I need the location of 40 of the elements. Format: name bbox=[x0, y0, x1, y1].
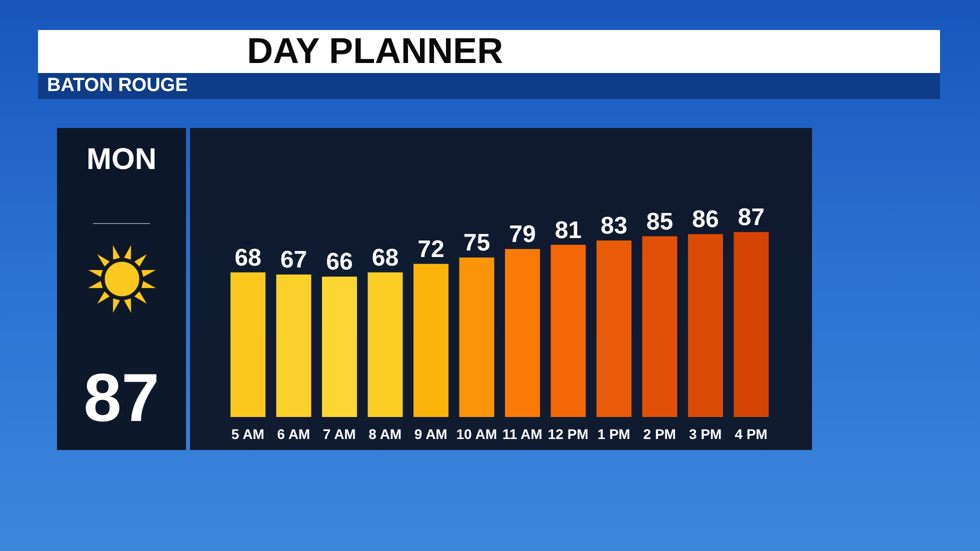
data-label: 72 bbox=[418, 236, 444, 263]
bar bbox=[642, 236, 678, 417]
x-tick-label: 6 AM bbox=[277, 426, 310, 442]
bar bbox=[276, 274, 312, 417]
x-tick-label: 12 PM bbox=[548, 426, 588, 442]
chart-title: DAY PLANNER bbox=[247, 29, 504, 73]
bar bbox=[596, 240, 632, 417]
bar bbox=[413, 264, 448, 417]
data-label: 86 bbox=[692, 206, 719, 234]
data-label: 66 bbox=[326, 248, 353, 276]
data-label: 75 bbox=[463, 230, 490, 257]
x-tick-label: 3 PM bbox=[689, 426, 722, 442]
bar bbox=[230, 272, 266, 417]
bar bbox=[688, 234, 723, 417]
bar bbox=[459, 258, 494, 417]
bar bbox=[368, 272, 403, 417]
data-label: 83 bbox=[600, 212, 628, 240]
data-label: 81 bbox=[554, 216, 582, 244]
data-label: 68 bbox=[372, 244, 399, 272]
x-tick-label: 2 PM bbox=[643, 426, 676, 442]
data-label: 87 bbox=[738, 204, 765, 231]
bar bbox=[322, 276, 357, 417]
x-tick-label: 11 AM bbox=[502, 426, 542, 442]
bar bbox=[734, 232, 769, 417]
data-label: 67 bbox=[280, 246, 308, 274]
chart-subtitle: BATON ROUGE bbox=[47, 75, 188, 97]
data-label: 79 bbox=[509, 221, 536, 248]
data-label: 85 bbox=[646, 208, 674, 236]
text: MON bbox=[86, 143, 158, 177]
x-tick-label: 8 AM bbox=[368, 426, 402, 442]
x-tick-label: 5 AM bbox=[231, 426, 264, 442]
x-tick-label: 10 AM bbox=[456, 426, 497, 442]
x-tick-label: 9 AM bbox=[414, 426, 448, 442]
x-tick-label: 7 AM bbox=[322, 426, 356, 442]
x-tick-label: 4 PM bbox=[734, 426, 768, 442]
bar bbox=[550, 244, 586, 417]
text: 87 bbox=[82, 359, 160, 437]
bar bbox=[504, 249, 540, 417]
data-label: 68 bbox=[234, 244, 262, 272]
x-tick-label: 1 PM bbox=[598, 426, 630, 442]
